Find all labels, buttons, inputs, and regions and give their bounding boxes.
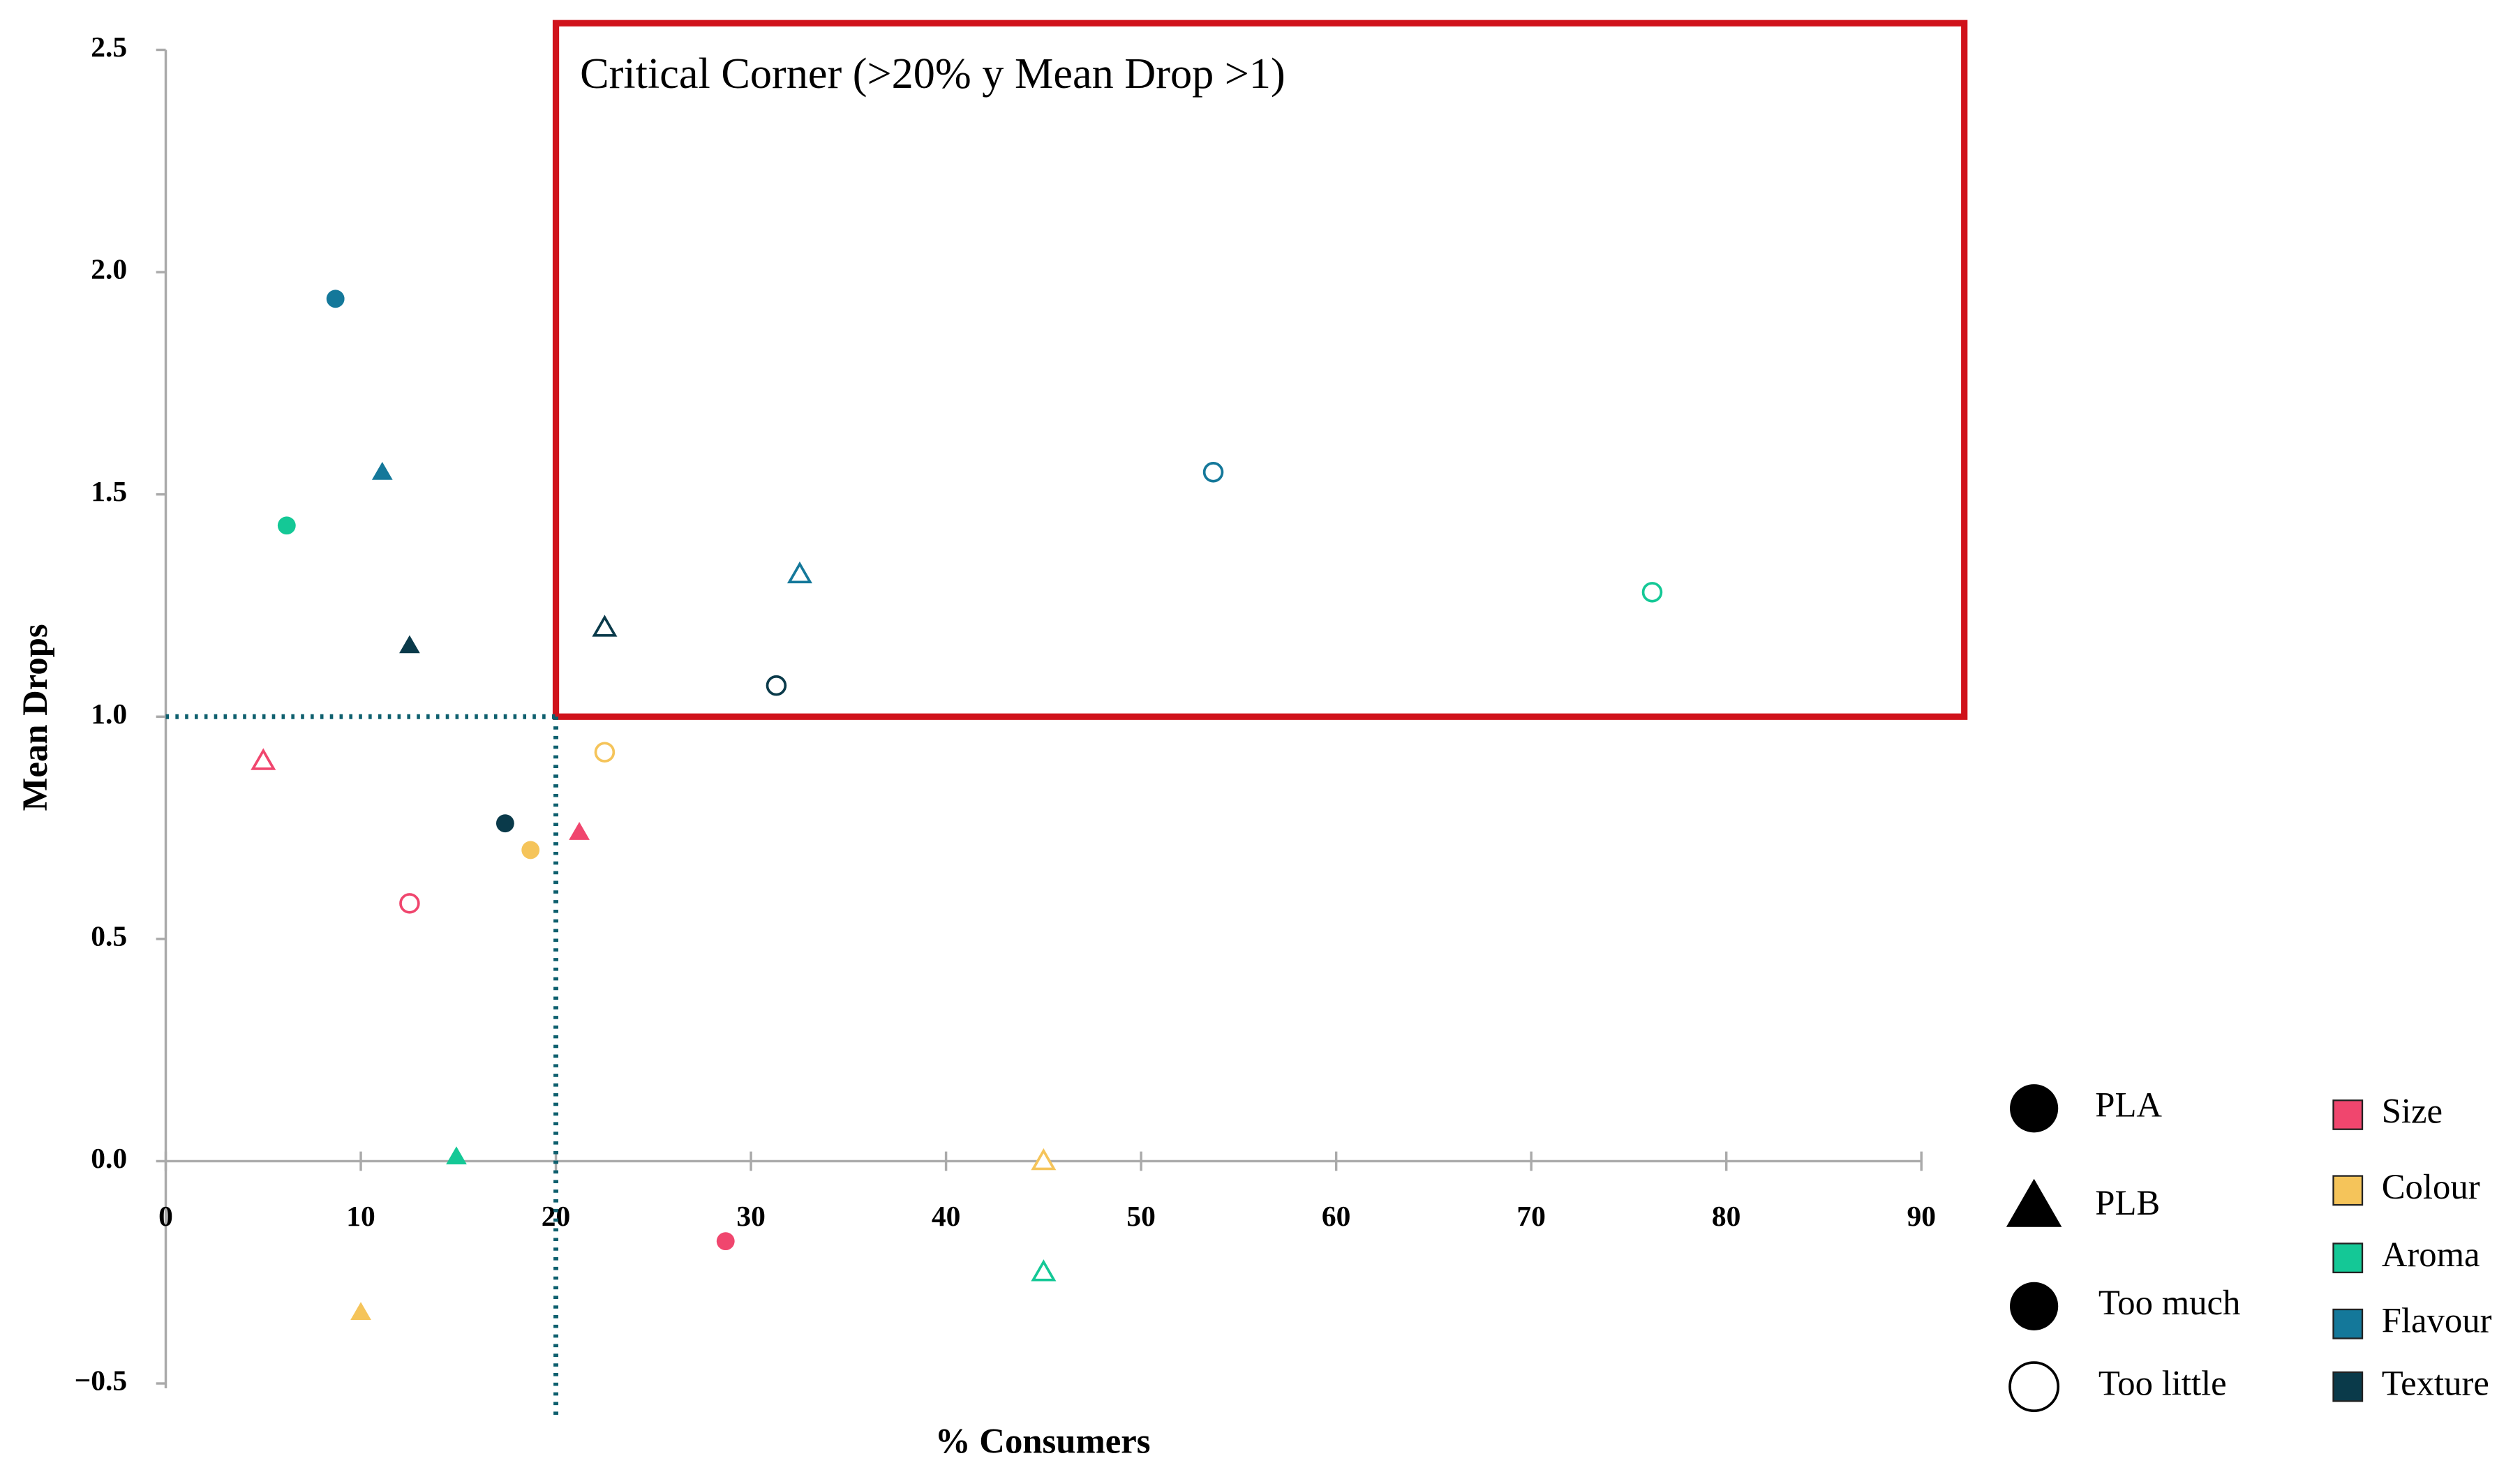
circle-marker [495, 814, 514, 833]
y-tick-label: 1.5 [91, 475, 127, 507]
circle-marker [1202, 462, 1224, 483]
triangle-marker [446, 1146, 467, 1165]
circle-marker [1641, 582, 1663, 603]
x-tick-label: 10 [346, 1200, 375, 1232]
triangle-marker [371, 461, 393, 480]
circle-marker [716, 1232, 735, 1251]
x-tick-label: 40 [932, 1200, 961, 1232]
circle-marker [277, 516, 296, 535]
legend-label: Too much [2098, 1283, 2241, 1322]
x-tick-label: 50 [1126, 1200, 1156, 1232]
legend-label: Too little [2098, 1363, 2227, 1402]
circle-marker [2010, 1282, 2059, 1330]
x-tick-label: 70 [1516, 1200, 1546, 1232]
x-tick-label: 30 [736, 1200, 766, 1232]
triangle-marker [1031, 1148, 1057, 1171]
triangle-marker [786, 561, 812, 584]
triangle-marker [2006, 1178, 2062, 1227]
x-tick-label: 80 [1712, 1200, 1741, 1232]
circle-marker [2008, 1361, 2060, 1413]
x-tick-label: 60 [1322, 1200, 1351, 1232]
y-tick-label: 0.5 [91, 919, 127, 952]
triangle-marker [251, 748, 276, 770]
y-tick-label: 0.0 [91, 1142, 127, 1174]
x-axis-title: % Consumers [935, 1421, 1151, 1460]
critical-region [552, 20, 1968, 720]
legend-label: Texture [2382, 1363, 2489, 1402]
region-label: Critical Corner (>20% y Mean Drop >1) [580, 50, 1285, 98]
x-tick-label: 20 [542, 1200, 571, 1232]
legend-label: Flavour [2382, 1300, 2492, 1339]
legend-label: Colour [2382, 1167, 2480, 1206]
triangle-marker [399, 635, 420, 654]
legend-swatch [2332, 1099, 2364, 1130]
legend-label: Size [2382, 1092, 2443, 1131]
legend-swatch [2332, 1308, 2364, 1339]
circle-marker [521, 841, 540, 859]
triangle-marker [569, 822, 590, 840]
y-axis-title: Mean Drops [15, 624, 54, 811]
circle-marker [766, 675, 787, 696]
x-tick-label: 90 [1907, 1200, 1936, 1232]
circle-marker [594, 742, 616, 763]
x-tick-label: 0 [158, 1200, 173, 1232]
y-tick-label: −0.5 [75, 1365, 128, 1397]
legend-swatch [2332, 1242, 2364, 1274]
circle-marker [399, 893, 420, 914]
legend-label: Aroma [2382, 1235, 2480, 1274]
circle-marker [326, 290, 345, 308]
legend-label: PLA [2095, 1085, 2162, 1124]
legend-swatch [2332, 1371, 2364, 1402]
y-tick-label: 2.0 [91, 253, 127, 285]
legend-swatch [2332, 1175, 2364, 1206]
legend-label: PLB [2095, 1183, 2160, 1222]
circle-marker [2010, 1084, 2059, 1133]
triangle-marker [350, 1302, 371, 1321]
triangle-marker [1031, 1259, 1057, 1282]
y-tick-label: 2.5 [91, 31, 127, 63]
triangle-marker [592, 615, 618, 637]
y-tick-label: 1.0 [91, 698, 127, 730]
